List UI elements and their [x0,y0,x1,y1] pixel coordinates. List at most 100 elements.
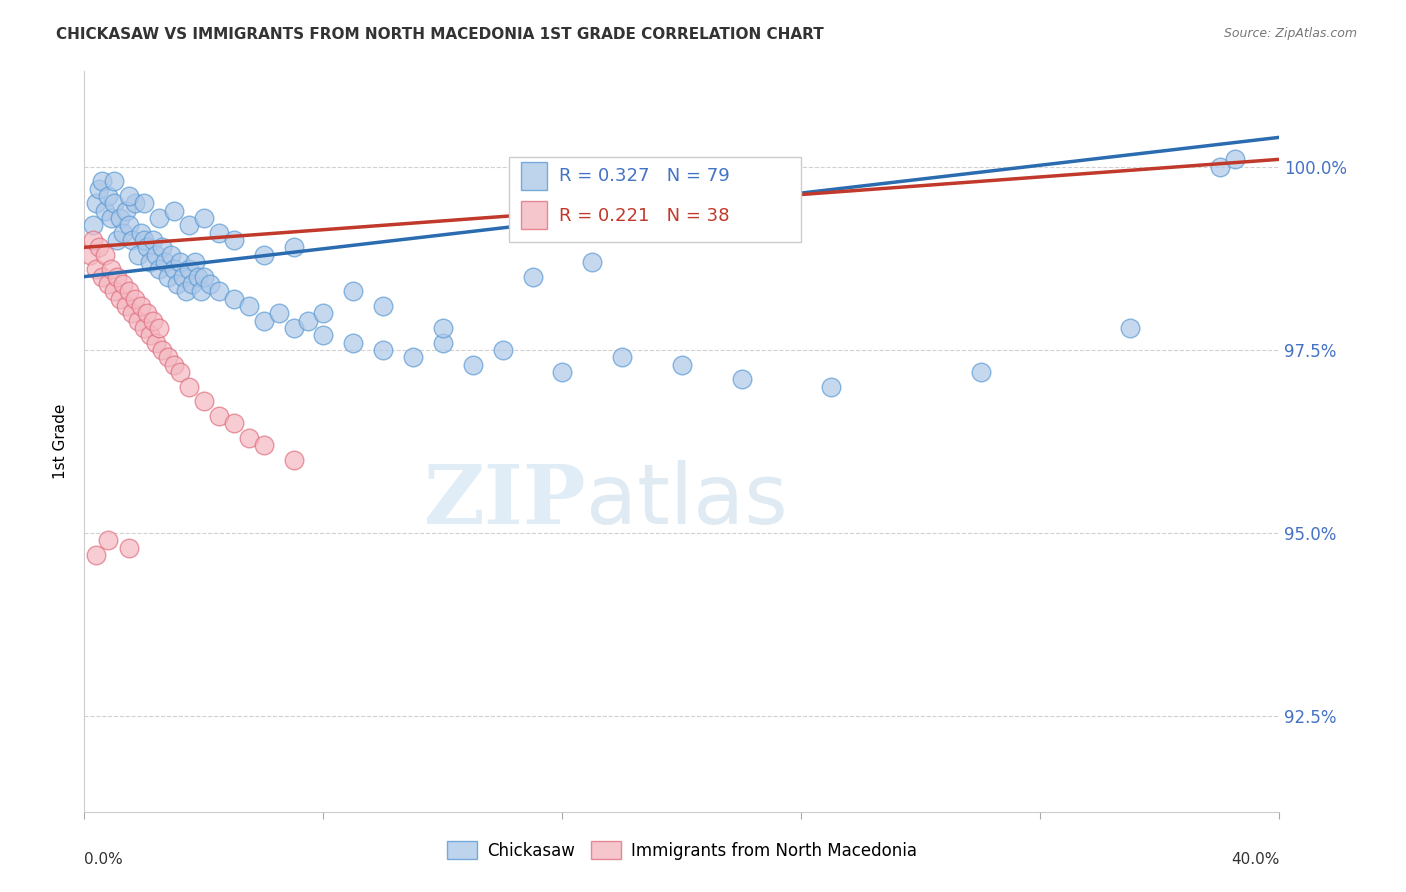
Point [177,262,200,277]
Point [153,255,176,269]
Point [115,203,138,218]
Point [91,269,114,284]
Point [187,269,209,284]
Point [222,292,245,306]
Point [129,226,152,240]
Point [731,372,754,386]
Point [132,233,156,247]
Point [145,247,167,261]
Point [253,313,276,327]
Point [142,313,165,327]
Point [1119,321,1142,335]
Point [110,292,132,306]
Point [118,189,141,203]
Point [163,203,186,218]
Point [184,255,207,269]
Point [1223,153,1246,167]
Point [612,350,634,364]
Point [127,247,149,261]
Point [94,247,117,261]
Point [163,358,186,372]
Point [142,233,165,247]
Point [94,203,117,218]
Point [522,269,544,284]
Point [121,306,143,320]
Point [100,262,122,277]
Point [132,321,156,335]
Point [82,233,104,247]
Point [267,306,290,320]
Point [581,255,603,269]
Point [124,292,146,306]
Point [181,277,204,291]
Bar [520,201,547,229]
Y-axis label: 1st Grade: 1st Grade [53,404,69,479]
Point [139,328,162,343]
Point [118,285,141,299]
Point [177,379,200,393]
Point [177,219,200,233]
Point [110,211,132,225]
Point [342,285,364,299]
Legend: Chickasaw, Immigrants from North Macedonia: Chickasaw, Immigrants from North Macedon… [440,835,924,866]
Point [139,255,162,269]
Point [148,211,170,225]
Point [129,299,152,313]
Text: R = 0.221   N = 38: R = 0.221 N = 38 [558,207,730,225]
Point [312,306,335,320]
Point [297,313,319,327]
Point [193,269,215,284]
Point [112,226,135,240]
Point [432,335,454,350]
Point [283,240,305,254]
Point [373,343,395,357]
Point [157,269,180,284]
Point [208,226,231,240]
Point [89,240,111,254]
Point [190,285,212,299]
Point [103,196,125,211]
Point [86,196,108,211]
Point [820,379,842,393]
Point [253,247,276,261]
Point [193,394,215,409]
Point [342,335,364,350]
Point [238,431,260,445]
Point [97,277,120,291]
Point [163,262,186,277]
Point [150,343,173,357]
Point [115,299,138,313]
Text: 40.0%: 40.0% [1232,853,1279,867]
Point [127,313,149,327]
Point [150,240,173,254]
Point [373,299,395,313]
Point [253,438,276,452]
Point [136,240,159,254]
Point [118,219,141,233]
Point [166,277,188,291]
Point [103,174,125,188]
Point [169,365,191,379]
Point [432,321,454,335]
Point [112,277,135,291]
Point [97,189,120,203]
Point [970,365,993,379]
Point [103,285,125,299]
Point [82,219,104,233]
Point [193,211,215,225]
Point [238,299,260,313]
Point [132,196,156,211]
Point [160,247,183,261]
Point [172,269,194,284]
Point [551,365,574,379]
Point [121,233,143,247]
Point [208,285,231,299]
Point [105,233,128,247]
Point [148,321,170,335]
Point [174,285,197,299]
FancyBboxPatch shape [509,156,801,242]
Point [157,350,180,364]
Point [312,328,335,343]
Point [208,409,231,423]
Point [89,181,111,195]
